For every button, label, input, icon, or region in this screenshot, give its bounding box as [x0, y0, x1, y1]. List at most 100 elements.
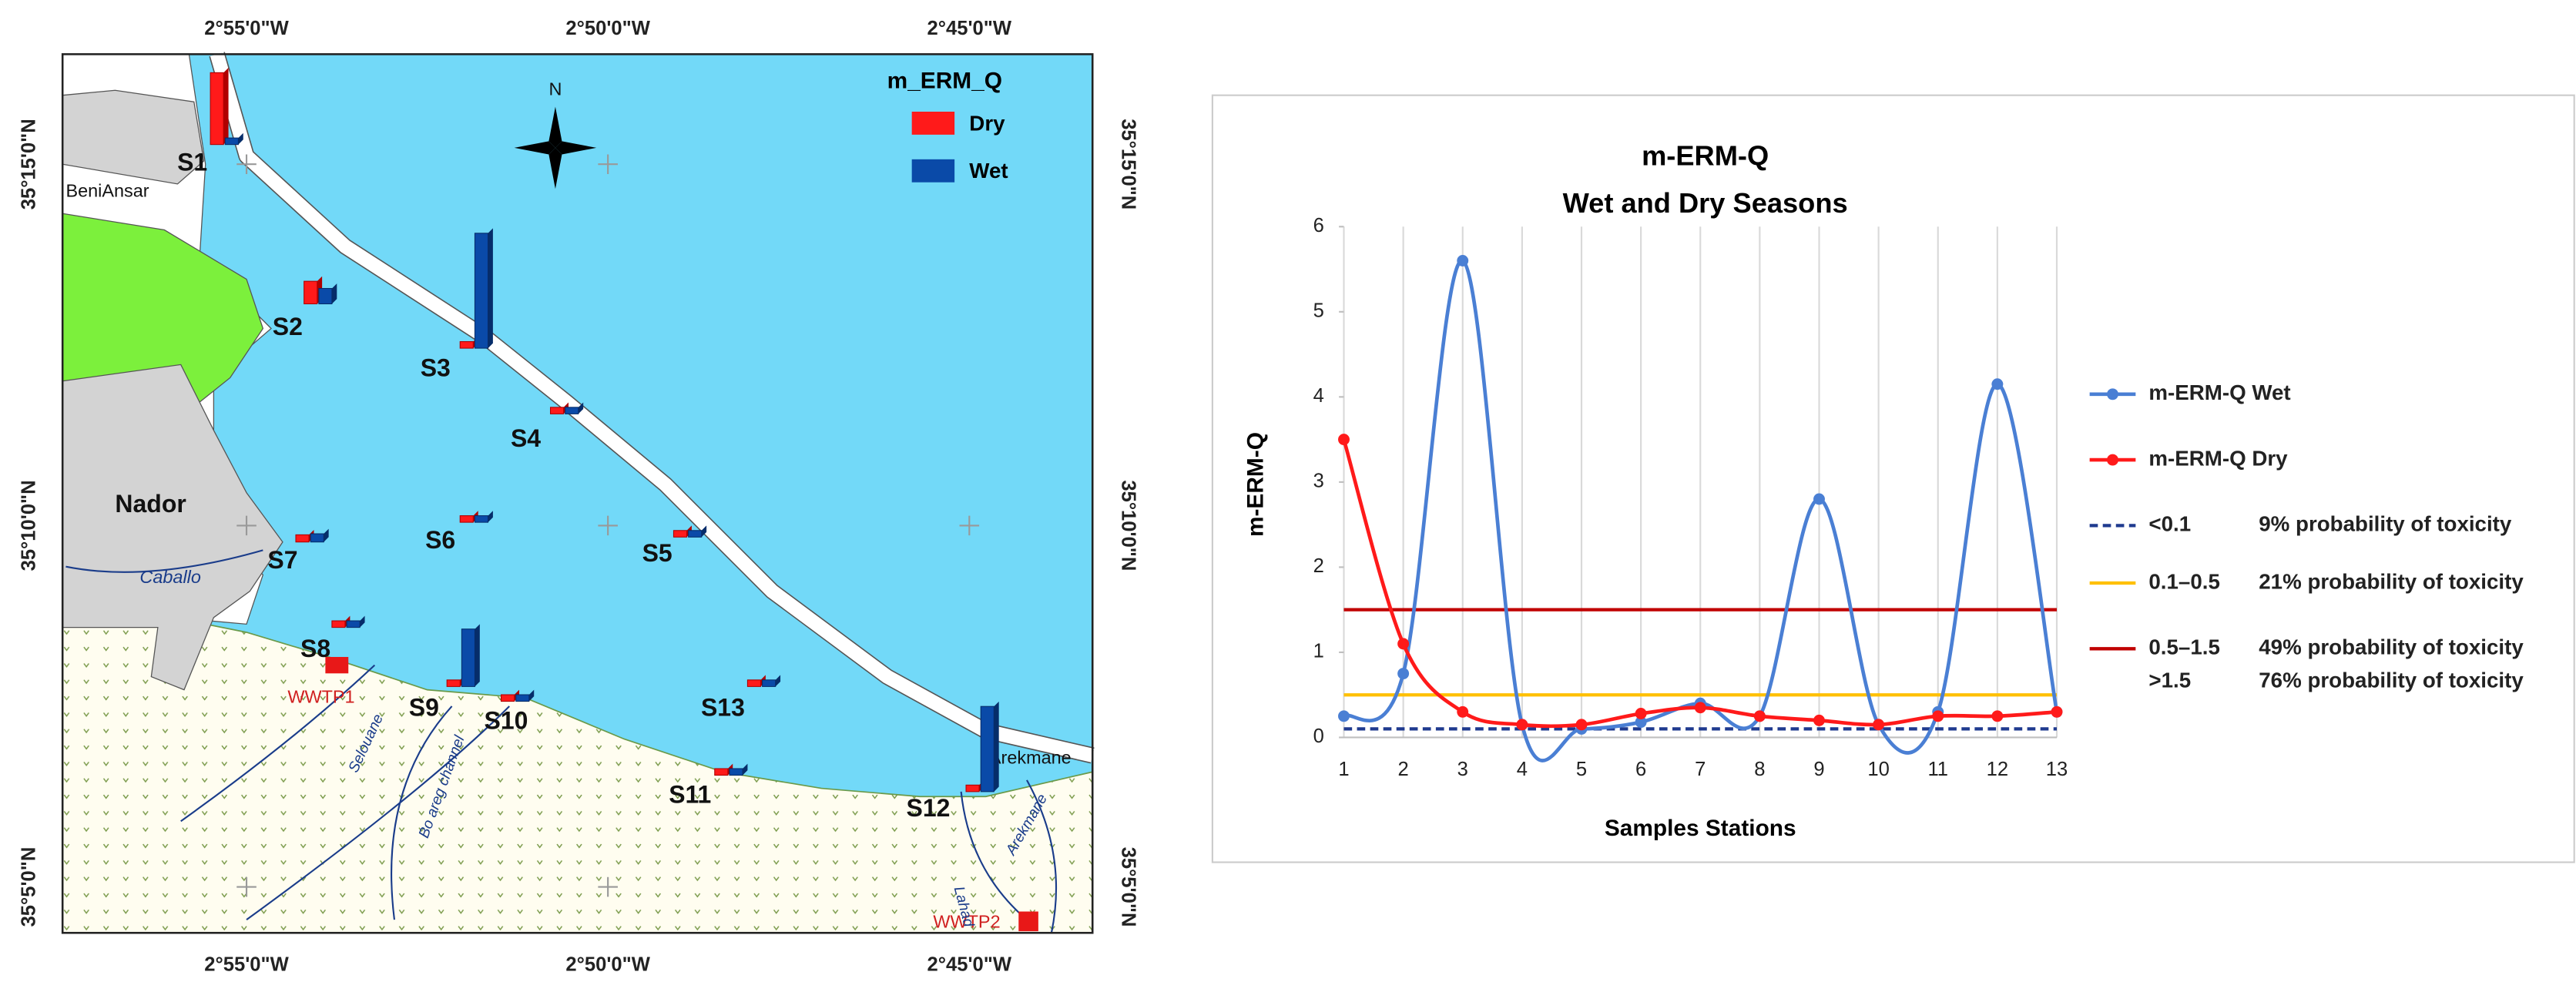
- station-bar-side: [324, 528, 329, 542]
- station-bar-side: [488, 228, 493, 349]
- point: [1338, 434, 1350, 446]
- point: [1516, 719, 1528, 731]
- coord-label: 35°15'0"N: [1117, 119, 1139, 209]
- station-bar-side: [475, 624, 480, 687]
- station-bar-side: [775, 675, 781, 687]
- station-bar: [310, 533, 324, 543]
- map-legend-item: Dry: [969, 111, 1005, 135]
- legend-label: m-ERM-Q Wet: [2148, 380, 2290, 404]
- legend-marker: [2107, 388, 2118, 400]
- point: [1991, 710, 2004, 722]
- x-axis-label: Samples Stations: [1605, 816, 1796, 841]
- place-label: Nador: [115, 490, 186, 518]
- point: [1397, 638, 1410, 650]
- x-tick-label: 5: [1576, 759, 1587, 780]
- chart-frame: [1211, 94, 2575, 863]
- station-label: S1: [177, 149, 207, 176]
- x-tick-label: 11: [1927, 759, 1948, 780]
- point: [1694, 702, 1706, 714]
- station-label: S5: [642, 539, 673, 567]
- station-bar: [688, 530, 703, 538]
- station-label: S8: [300, 635, 330, 662]
- station-label: S10: [485, 707, 528, 735]
- station-bar: [446, 679, 461, 687]
- y-tick-label: 4: [1313, 385, 1324, 407]
- station-bar-side: [528, 689, 535, 702]
- coord-label: 2°55'0"W: [204, 18, 289, 39]
- chart-title: m-ERM-Q: [1642, 139, 1769, 171]
- station-bar: [515, 694, 530, 702]
- station-label: S13: [701, 694, 745, 722]
- map: N 2°55'0"W 2°50'0"W 2°45'0"W 2°55'0"W 2°…: [18, 18, 1139, 975]
- chart: m-ERM-Q Wet and Dry Seasons m-ERM-Q Samp…: [1243, 139, 2524, 840]
- station-bar: [501, 694, 515, 702]
- station-bar: [459, 515, 474, 523]
- station-bar: [304, 280, 318, 305]
- legend-marker: [2107, 454, 2118, 466]
- station-bar: [318, 287, 333, 305]
- legend-range: <0.1: [2148, 512, 2191, 536]
- station-bar: [673, 530, 688, 538]
- coord-label: 35°10'0"N: [1117, 480, 1139, 571]
- station-label: S4: [511, 424, 541, 452]
- station-bars: [210, 67, 999, 793]
- x-tick-label: 13: [2046, 759, 2068, 780]
- point: [1991, 378, 2004, 390]
- station-label: S9: [409, 694, 439, 722]
- station-bar: [474, 233, 489, 349]
- north-label: N: [548, 79, 562, 99]
- station-bar: [549, 407, 565, 414]
- station-label: S2: [273, 313, 303, 340]
- y-tick-label: 6: [1313, 215, 1324, 236]
- x-tick-label: 3: [1457, 759, 1468, 780]
- legend-label: m-ERM-Q Dry: [2148, 446, 2288, 470]
- point: [1753, 710, 1766, 722]
- coord-label: 35°15'0"N: [18, 119, 39, 209]
- x-tick-label: 8: [1754, 759, 1765, 780]
- coord-label: 35°5'0"N: [18, 847, 39, 927]
- point: [1873, 719, 1885, 731]
- point: [1932, 710, 1944, 722]
- point: [1397, 668, 1410, 680]
- station-label: S6: [425, 526, 455, 554]
- point: [1635, 716, 1647, 729]
- x-tick-label: 7: [1695, 759, 1706, 780]
- x-tick-label: 2: [1398, 759, 1409, 780]
- y-axis-label: m-ERM-Q: [1243, 432, 1268, 537]
- station-bar: [980, 705, 995, 793]
- place-label: Caballo: [139, 567, 200, 587]
- coord-label: 2°55'0"W: [204, 954, 289, 976]
- station-bar: [459, 341, 474, 349]
- point: [1338, 710, 1350, 722]
- station-bar: [295, 534, 310, 543]
- legend-label: 9% probability of toxicity: [2259, 512, 2512, 536]
- station-label: S7: [267, 546, 297, 574]
- sandbar-fill: [210, 52, 1095, 762]
- station-bar-side: [331, 283, 337, 304]
- x-tick-label: 12: [1987, 759, 2008, 780]
- grid-crosses: [236, 154, 980, 897]
- point: [1457, 705, 1469, 718]
- station-bar: [714, 768, 729, 776]
- legend-swatch: [911, 112, 955, 135]
- legend-range: 0.5–1.5: [2148, 635, 2219, 659]
- x-tick-label: 10: [1867, 759, 1889, 780]
- legend-range: >1.5: [2148, 668, 2191, 692]
- station-bar: [224, 137, 239, 146]
- chart-subtitle: Wet and Dry Seasons: [1563, 187, 1848, 219]
- wwtp-marker: [325, 656, 349, 674]
- legend-label: 49% probability of toxicity: [2259, 635, 2524, 659]
- station-bar-side: [701, 525, 707, 538]
- place-label: WWTP1: [287, 686, 354, 706]
- coord-label: 35°10'0"N: [18, 480, 39, 571]
- point: [1457, 255, 1469, 266]
- station-bar: [965, 784, 980, 793]
- station-bar-side: [488, 511, 493, 523]
- station-bar: [565, 407, 579, 414]
- legend-label: 76% probability of toxicity: [2259, 668, 2524, 692]
- station-bar-side: [238, 132, 243, 145]
- legend-label: 21% probability of toxicity: [2259, 569, 2524, 593]
- coord-label: 2°50'0"W: [565, 954, 650, 976]
- x-tick-label: 4: [1517, 759, 1528, 780]
